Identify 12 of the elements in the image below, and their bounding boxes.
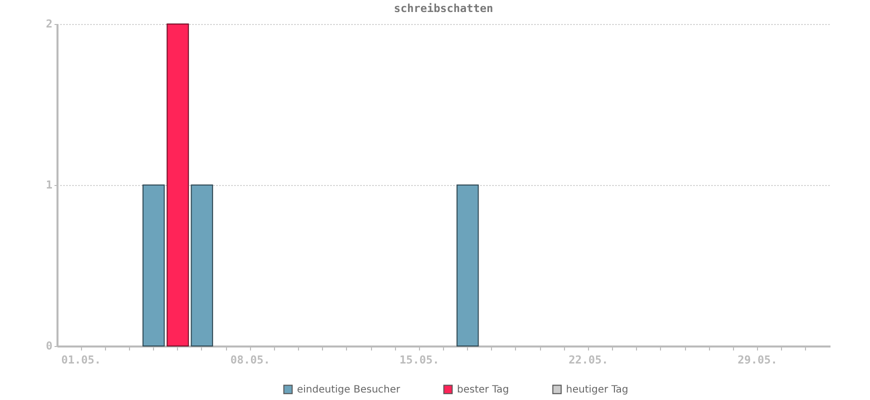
chart-title: schreibschatten [394,2,494,15]
y-tick-label: 2 [46,18,52,30]
x-tick-label: 08.05. [230,354,270,366]
legend-label: eindeutige Besucher [297,384,402,396]
legend-label: bester Tag [457,384,510,396]
legend-label: heutiger Tag [566,384,628,396]
x-tick-label: 22.05. [568,354,608,366]
x-tick-label: 29.05. [738,354,778,366]
x-tick-label: 15.05. [399,354,440,366]
y-tick-label: 1 [46,178,53,192]
x-tick-label: 01.05. [61,354,102,366]
y-tick-label: 0 [46,340,52,352]
